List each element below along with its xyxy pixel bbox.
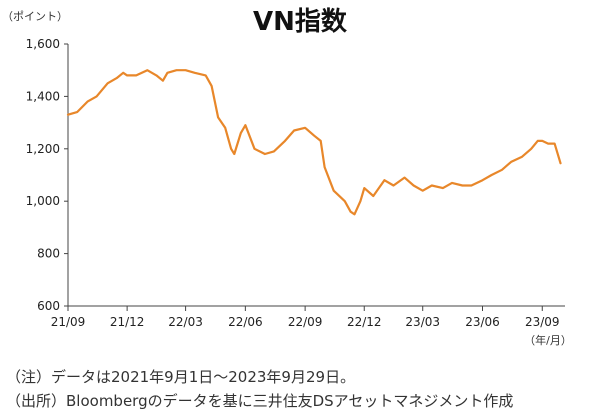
y-tick-label: 1,000 bbox=[26, 194, 60, 208]
vn-index-chart: VN指数 （ポイント） （年/月） 600 800 1,000 1,200 1,400 1… bbox=[2, 7, 572, 347]
x-tick-label: 23/03 bbox=[405, 315, 440, 329]
y-tick-label: 1,200 bbox=[26, 142, 60, 156]
footnote-data-period: （注）データは2021年9月1日～2023年9月29日。 bbox=[6, 368, 356, 386]
x-tick-label: 21/12 bbox=[110, 315, 145, 329]
y-tick-label: 1,400 bbox=[26, 89, 60, 103]
x-tick-label: 22/12 bbox=[347, 315, 382, 329]
y-unit-label: （ポイント） bbox=[2, 10, 68, 23]
x-tick-label: 23/06 bbox=[465, 315, 500, 329]
x-tick-label: 22/09 bbox=[288, 315, 323, 329]
vn-index-line bbox=[66, 69, 562, 216]
y-tick-label: 600 bbox=[37, 299, 60, 313]
x-tick-label: 22/06 bbox=[228, 315, 263, 329]
x-tick-label: 23/09 bbox=[525, 315, 560, 329]
x-tick-label: 22/03 bbox=[168, 315, 203, 329]
footnote-source: （出所）Bloombergのデータを基に三井住友DSアセットマネジメント作成 bbox=[6, 392, 514, 410]
x-unit-label: （年/月） bbox=[524, 333, 572, 347]
x-tick-label: 21/09 bbox=[51, 315, 86, 329]
y-tick-label: 1,600 bbox=[26, 37, 60, 51]
chart-title: VN指数 bbox=[253, 7, 348, 37]
y-tick-label: 800 bbox=[37, 247, 60, 261]
